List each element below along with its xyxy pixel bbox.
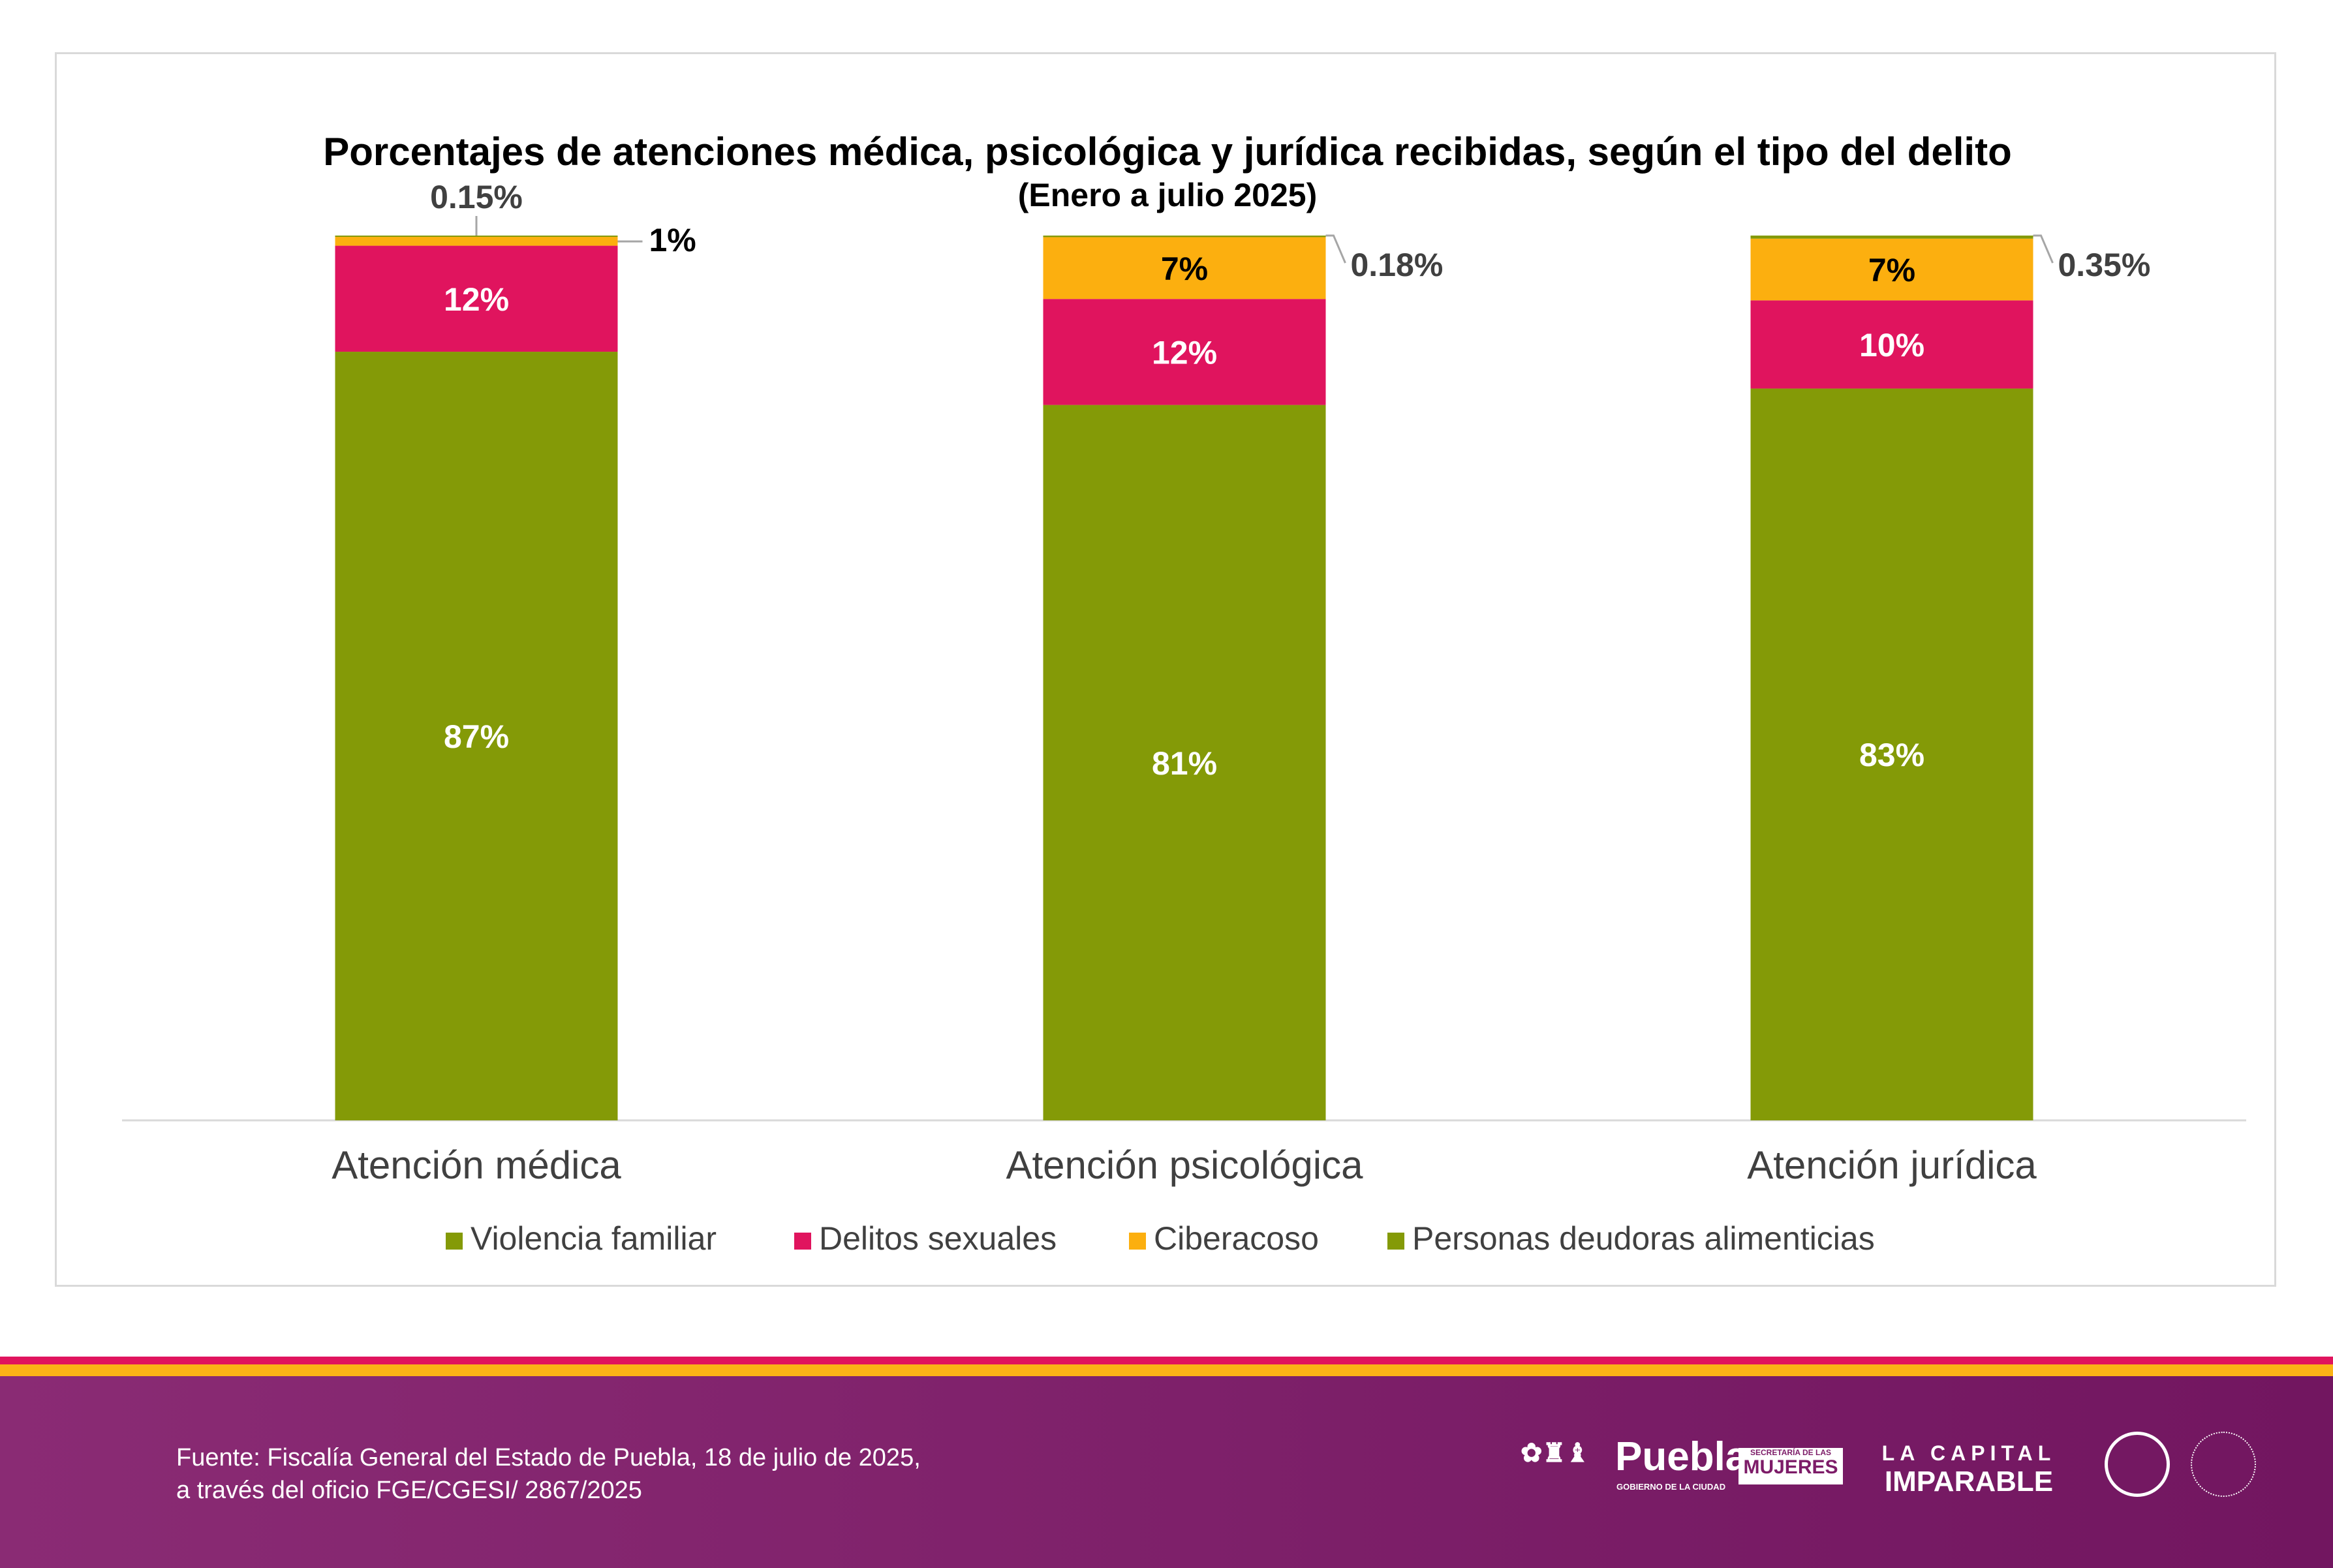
data-label: 10% <box>1859 327 1924 363</box>
mujeres-text: MUJERES <box>1743 1456 1838 1478</box>
bar-segment <box>1043 236 1326 238</box>
puebla-logo-sub: GOBIERNO DE LA CIUDAD <box>1616 1482 1726 1492</box>
footer-stripe-pink <box>0 1357 2333 1364</box>
bar-segment <box>1043 237 1326 300</box>
x-tick-label: Atención médica <box>332 1143 621 1187</box>
source-line-1: Fuente: Fiscalía General del Estado de P… <box>176 1444 921 1471</box>
legend-entry: Delitos sexuales <box>819 1220 1057 1257</box>
bar-segment <box>1750 300 2033 389</box>
legend-entry: Violencia familiar <box>471 1220 717 1257</box>
bar-segment <box>1750 238 2033 301</box>
leader-line <box>2033 234 2054 264</box>
capital-imparable-logo: LA CAPITAL IMPARABLE <box>1868 1441 2070 1498</box>
data-label: 87% <box>444 718 509 755</box>
bar-segment <box>335 352 618 1121</box>
data-label: 0.35% <box>2058 247 2151 283</box>
bar-segment <box>335 236 618 238</box>
legend-swatch <box>1129 1233 1146 1250</box>
bar-segment <box>335 245 618 352</box>
puebla-icon: ✿♜♝ <box>1521 1439 1590 1468</box>
chart-container: Porcentajes de atenciones médica, psicol… <box>55 52 2276 1287</box>
data-label: 7% <box>1161 251 1208 287</box>
bar-segment <box>1043 299 1326 405</box>
stacked-bar-chart: Porcentajes de atenciones médica, psicol… <box>122 130 2246 1257</box>
bar-segment <box>1043 405 1326 1120</box>
bar-segment <box>1750 236 2033 239</box>
legend-swatch <box>446 1233 463 1250</box>
data-label: 0.18% <box>1351 247 1444 283</box>
norma-seal-icon <box>2191 1432 2256 1497</box>
legend-entry: Personas deudoras alimenticias <box>1412 1220 1875 1257</box>
data-label: 83% <box>1859 737 1924 773</box>
bar-segment <box>335 237 618 246</box>
data-label: 1% <box>649 222 696 258</box>
capital-text: LA CAPITAL <box>1881 1441 2056 1465</box>
legend-entry: Ciberacoso <box>1154 1220 1319 1257</box>
x-tick-label: Atención jurídica <box>1747 1143 2037 1187</box>
data-label: 12% <box>1152 334 1217 371</box>
data-label: 7% <box>1868 252 1915 288</box>
bar-segment <box>1750 388 2033 1120</box>
footer-stripe-orange <box>0 1364 2333 1376</box>
secretaria-text: SECRETARÍA DE LAS <box>1750 1448 1831 1457</box>
data-label: 81% <box>1152 745 1217 782</box>
leader-line <box>1325 234 1346 264</box>
data-label: 0.15% <box>430 179 523 215</box>
source-note: Fuente: Fiscalía General del Estado de P… <box>176 1441 921 1507</box>
legend-swatch <box>794 1233 811 1250</box>
legend-swatch <box>1387 1233 1404 1250</box>
chart-subtitle: (Enero a julio 2025) <box>1018 177 1317 213</box>
imparable-text: IMPARABLE <box>1884 1466 2054 1498</box>
chart-title: Porcentajes de atenciones médica, psicol… <box>323 130 2011 174</box>
secretaria-mujeres-logo: SECRETARÍA DE LAS MUJERES <box>1738 1448 1843 1484</box>
puebla-logo: Puebla <box>1615 1434 1748 1479</box>
microsito-seal-icon <box>2105 1432 2170 1497</box>
x-tick-label: Atención psicológica <box>1006 1143 1363 1187</box>
footer: Fuente: Fiscalía General del Estado de P… <box>0 1376 2333 1568</box>
data-label: 12% <box>444 281 509 318</box>
source-line-2: a través del oficio FGE/CGESI/ 2867/2025 <box>176 1477 642 1504</box>
